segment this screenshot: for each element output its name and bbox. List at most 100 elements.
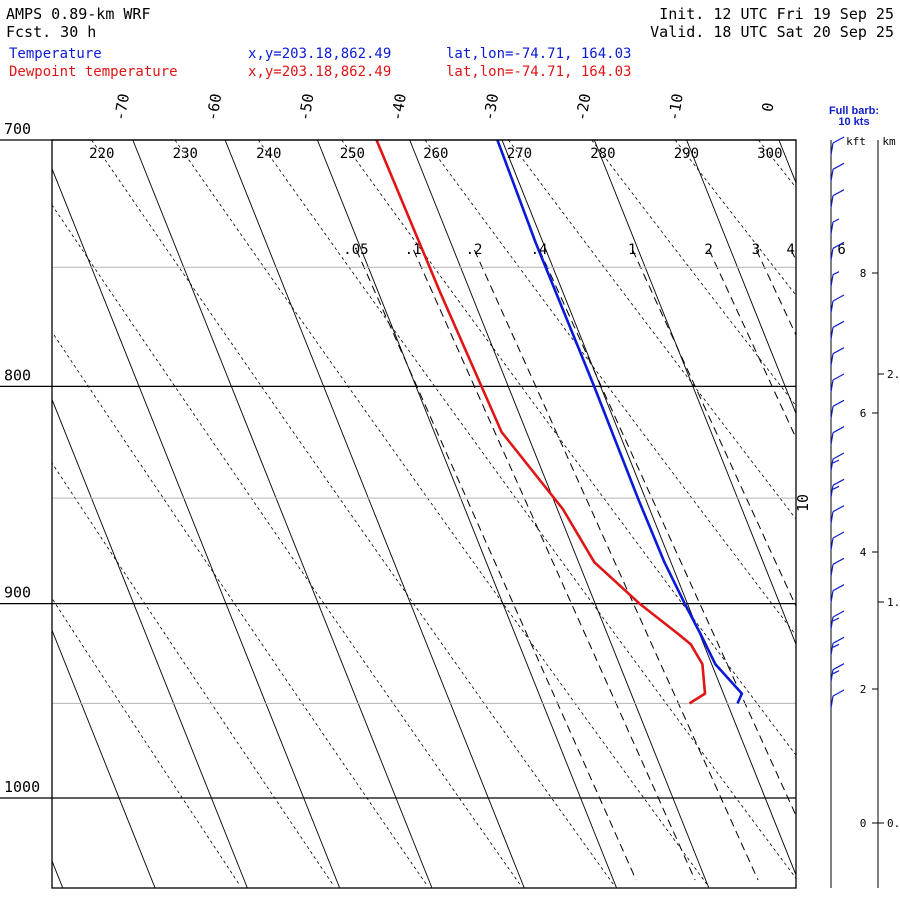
barb-shaft: [830, 195, 834, 208]
dry-adiabat: [674, 140, 796, 296]
barb-shaft: [830, 248, 834, 261]
dewpoint-profile: [375, 140, 707, 705]
wind-panel: Full barb: 10 kts kft km 8 6 4 2 0 2. 1.…: [794, 105, 900, 888]
barb-flag: [832, 320, 845, 328]
dewpoint-xy: x,y=203.18,862.49: [248, 64, 391, 80]
mixing-ratio-line: [790, 249, 796, 262]
pressure-label: 900: [4, 584, 31, 602]
isotherm: [686, 140, 796, 415]
wind-barb: [830, 531, 845, 551]
km-unit: km: [882, 135, 896, 148]
mixing-ratio-label: .1: [405, 242, 422, 258]
dry-adiabat: [257, 140, 796, 880]
barb-half-flag: [832, 617, 840, 622]
isotherm-label: -70: [111, 92, 133, 122]
isotherm-label: -40: [388, 92, 410, 122]
wind-barb: [830, 136, 845, 156]
wind-barb: [830, 584, 845, 603]
wind-barb: [830, 663, 845, 682]
dry-adiabat-label: 240: [256, 146, 281, 162]
barb-flag: [832, 426, 845, 434]
km-tick-label: 1.: [887, 596, 900, 609]
wind-barb: [830, 478, 845, 498]
barb-flag: [832, 373, 845, 381]
barb-flag: [832, 584, 845, 592]
dry-adiabat: [52, 462, 333, 885]
mixing-ratio-line: [842, 250, 900, 880]
plot-frame: [51, 139, 797, 889]
wind-barb: [830, 347, 845, 366]
pressure-label: 1000: [4, 778, 40, 796]
isotherm: [409, 140, 710, 888]
km-ticks: 2. 1. 0.: [878, 368, 900, 830]
km-tick-label: 2.: [887, 368, 900, 381]
barb-shaft: [830, 695, 834, 709]
barb-flag: [832, 663, 845, 671]
mixing-ratio-label: .2: [466, 242, 483, 258]
barb-shaft: [830, 274, 834, 287]
mixing-ratio-label: 2: [704, 242, 712, 258]
barb-legend-units: 10 kts: [838, 116, 869, 128]
barb-legend: Full barb:: [829, 105, 879, 117]
mixing-ratio-line: [708, 249, 796, 440]
barb-shaft: [830, 537, 834, 551]
barb-half-flag: [832, 643, 840, 648]
barb-shaft: [830, 643, 834, 656]
model-title: AMPS 0.89-km WRF: [6, 5, 151, 23]
dry-adiabat-label: 300: [757, 146, 782, 162]
barb-flag: [832, 189, 845, 197]
barb-shaft: [830, 221, 834, 235]
pressure-label: 700: [4, 120, 31, 138]
barb-flag: [832, 294, 845, 302]
wind-barb: [830, 636, 845, 656]
dewpoint-legend: Dewpoint temperature: [9, 64, 178, 80]
barb-half-flag: [832, 485, 840, 490]
wind-barb: [830, 505, 845, 524]
barb-flag: [832, 636, 845, 644]
barb-flag: [832, 689, 845, 697]
barb-flag: [832, 531, 845, 539]
mixing-ratio-line: [539, 249, 796, 817]
wind-barb: [830, 320, 845, 340]
barb-flag: [832, 162, 845, 170]
barb-flag: [832, 452, 845, 460]
isotherm: [501, 140, 796, 877]
km-tick-label: 0.: [887, 817, 900, 830]
wind-barb: [830, 241, 845, 261]
barb-flag: [832, 557, 845, 565]
pressure-label: 800: [4, 366, 31, 384]
barb-shaft: [830, 564, 834, 577]
mixing-ratio-line: [632, 249, 796, 608]
wind-barb: [830, 294, 845, 314]
kft-tick-label: 2: [860, 683, 867, 696]
barb-shaft: [830, 379, 834, 393]
barb-shaft: [830, 353, 834, 366]
barb-half-flag: [832, 459, 840, 464]
isotherm: [52, 167, 341, 888]
barb-shaft: [830, 327, 834, 340]
background-lines: [52, 140, 900, 888]
kft-unit: kft: [846, 135, 866, 148]
barb-flag: [832, 136, 845, 144]
wind-side-label: 10: [794, 494, 812, 512]
isotherm: [52, 629, 156, 888]
dry-adiabat-label: 250: [340, 146, 365, 162]
dry-adiabat-label: 260: [423, 146, 448, 162]
isotherm-label: 0: [758, 101, 777, 113]
isotherm: [871, 140, 900, 888]
kft-tick-label: 4: [860, 546, 867, 559]
barb-flag: [832, 478, 845, 486]
temperature-legend: Temperature: [9, 46, 102, 62]
isotherm-label: -20: [572, 92, 594, 122]
barb-shaft: [830, 406, 834, 419]
barb-half-flag: [832, 218, 840, 223]
dry-adiabat: [591, 140, 796, 407]
kft-tick-label: 6: [860, 407, 867, 420]
wind-barb: [830, 218, 840, 235]
dry-adiabat: [424, 140, 796, 637]
barb-flag: [832, 241, 845, 249]
temperature-xy: x,y=203.18,862.49: [248, 46, 391, 62]
temperature-latlon: lat,lon=-74.71, 164.03: [446, 46, 631, 62]
isotherm-label: -30: [480, 92, 502, 122]
